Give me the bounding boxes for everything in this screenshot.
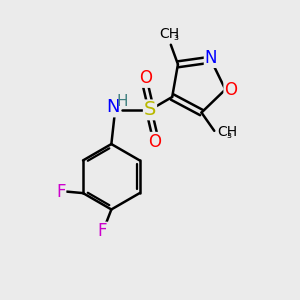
Text: S: S [144, 100, 156, 119]
Text: ₃: ₃ [174, 30, 179, 43]
Text: N: N [106, 98, 120, 116]
Text: H: H [117, 94, 128, 109]
Text: CH: CH [217, 125, 237, 139]
Text: O: O [224, 80, 237, 98]
Text: CH: CH [159, 27, 179, 41]
Text: F: F [98, 222, 107, 240]
Text: F: F [56, 183, 65, 201]
Text: ₃: ₃ [226, 128, 231, 141]
Text: O: O [139, 69, 152, 87]
Text: N: N [205, 49, 217, 67]
Text: O: O [148, 133, 161, 151]
